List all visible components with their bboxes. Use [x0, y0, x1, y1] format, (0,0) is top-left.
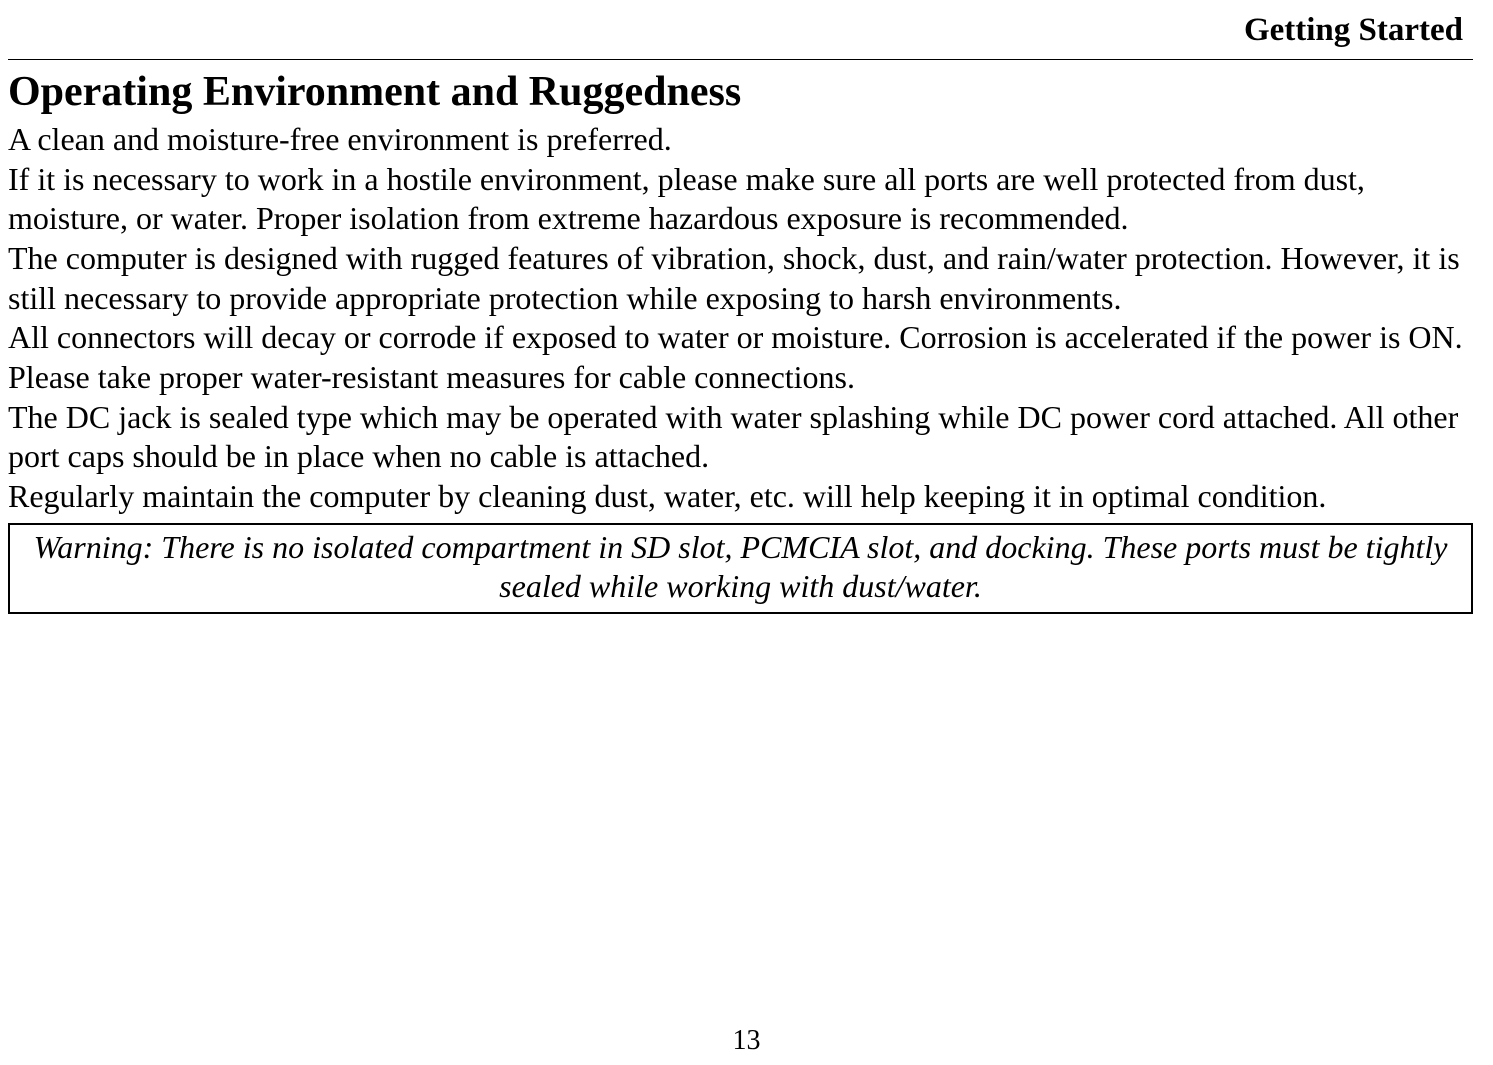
running-header: Getting Started	[8, 12, 1473, 49]
page-number: 13	[0, 1025, 1493, 1057]
paragraph-3: The computer is designed with rugged fea…	[8, 239, 1473, 318]
document-page: Getting Started Operating Environment an…	[0, 0, 1493, 1065]
paragraph-4: All connectors will decay or corrode if …	[8, 318, 1473, 397]
paragraph-1: A clean and moisture-free environment is…	[8, 120, 1473, 160]
paragraph-6: Regularly maintain the computer by clean…	[8, 477, 1473, 517]
body-text: A clean and moisture-free environment is…	[8, 120, 1473, 517]
paragraph-5: The DC jack is sealed type which may be …	[8, 398, 1473, 477]
warning-box: Warning: There is no isolated compartmen…	[8, 523, 1473, 614]
header-rule	[8, 59, 1473, 60]
paragraph-2: If it is necessary to work in a hostile …	[8, 160, 1473, 239]
section-title: Operating Environment and Ruggedness	[8, 68, 1473, 116]
